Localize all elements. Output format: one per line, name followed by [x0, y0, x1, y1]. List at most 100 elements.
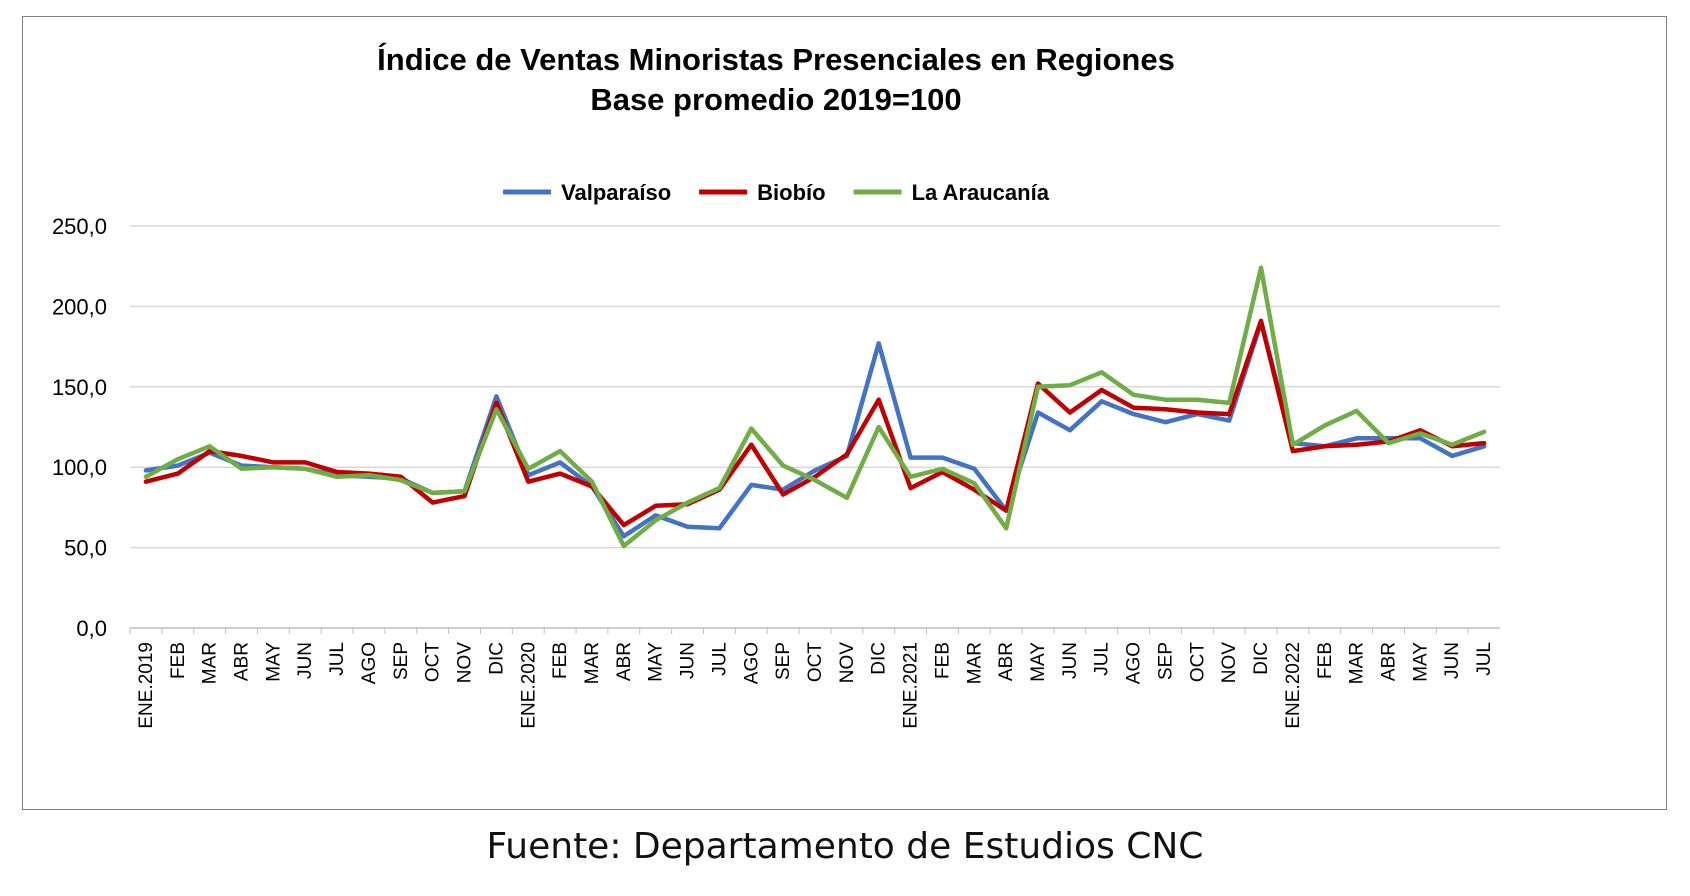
data-point [1099, 399, 1104, 404]
x-tick-label: JUN [1442, 642, 1463, 679]
data-point [494, 407, 499, 412]
data-point [653, 503, 658, 508]
data-point [303, 466, 308, 471]
source-note: Fuente: Departamento de Estudios CNC [486, 826, 1204, 867]
x-tick-label: JUL [1092, 642, 1113, 676]
data-point [366, 473, 371, 478]
data-point [1386, 441, 1391, 446]
x-tick-label: SEP [1155, 642, 1176, 680]
data-point [526, 466, 531, 471]
data-point [1067, 428, 1072, 433]
x-tick-label: ENE.2022 [1283, 642, 1304, 729]
x-tick-label: MAY [646, 642, 667, 682]
data-point [1418, 428, 1423, 433]
data-point [1418, 436, 1423, 441]
data-point [1354, 436, 1359, 441]
x-tick-label: AGO [359, 642, 380, 684]
data-point [1099, 388, 1104, 393]
data-point [175, 463, 180, 468]
x-tick-label: DIC [1251, 642, 1272, 675]
data-point [335, 470, 340, 475]
x-tick-label: MAY [263, 642, 284, 682]
x-tick-label: NOV [1219, 642, 1240, 684]
data-point [526, 479, 531, 484]
data-point [653, 518, 658, 523]
data-point [813, 478, 817, 483]
series-0 [143, 320, 1487, 539]
data-point [653, 513, 658, 518]
series-lines [143, 265, 1487, 549]
x-tick-label: AGO [741, 642, 762, 684]
y-axis-ticks: 0,0 50,0 100,0 150,0 200,0 250,0 [52, 214, 107, 641]
data-point [175, 457, 180, 462]
y-tick-label: 50,0 [64, 536, 107, 561]
data-point [940, 455, 945, 460]
data-point [781, 492, 786, 497]
chart-frame [22, 16, 1667, 810]
data-point [717, 486, 722, 491]
chart-title: Índice de Ventas Minoristas Presenciales… [377, 42, 1175, 77]
gridlines [130, 225, 1500, 629]
data-point [175, 471, 180, 476]
data-point [558, 471, 563, 476]
data-point [1131, 412, 1136, 417]
x-tick-label: MAR [200, 642, 221, 684]
x-tick-label: FEB [1315, 642, 1336, 679]
x-tick-label: MAY [1028, 642, 1049, 682]
data-point [1322, 423, 1327, 428]
legend-label: Biobío [757, 180, 825, 205]
chart-subtitle: Base promedio 2019=100 [590, 82, 961, 117]
data-point [749, 426, 754, 431]
data-point [1450, 453, 1455, 458]
x-tick-label: MAY [1410, 642, 1431, 682]
x-tick-label: JUN [295, 642, 316, 679]
x-axis-ticks: ENE.2019 FEB MAR ABR MAY JUN JUL AGO SEP OCT NOV DI… [129, 628, 1495, 729]
data-point [908, 486, 913, 491]
data-point [335, 474, 340, 479]
series-line [143, 318, 1487, 528]
data-point [1131, 405, 1136, 410]
data-point [1067, 410, 1072, 415]
legend-label: La Araucanía [912, 180, 1050, 205]
data-point [558, 449, 563, 454]
data-point [876, 425, 881, 429]
y-tick-label: 100,0 [52, 455, 107, 480]
data-point [908, 455, 913, 460]
x-tick-label: JUN [1060, 642, 1081, 679]
x-tick-label: SEP [391, 642, 412, 680]
x-tick-label: ABR [614, 642, 635, 681]
data-point [1004, 508, 1009, 513]
x-tick-label: FEB [550, 642, 571, 679]
data-point [462, 489, 467, 494]
data-point [1036, 410, 1041, 415]
x-tick-label: FEB [168, 642, 189, 679]
data-point [1418, 431, 1423, 436]
data-point [1450, 442, 1455, 447]
data-point [494, 394, 499, 399]
data-point [1163, 407, 1168, 412]
data-point [908, 474, 913, 479]
series-line [143, 320, 1487, 539]
data-point [1195, 410, 1200, 415]
data-point [1482, 429, 1487, 434]
data-point [972, 487, 977, 492]
data-point [558, 460, 563, 465]
data-point [303, 460, 308, 465]
x-tick-label: FEB [932, 642, 953, 679]
x-tick-label: ENE.2020 [518, 642, 539, 729]
data-point [844, 452, 849, 457]
x-tick-label: MAR [964, 642, 985, 684]
x-tick-label: ABR [1378, 642, 1399, 681]
x-tick-label: SEP [773, 642, 794, 680]
data-point [844, 495, 849, 500]
y-tick-label: 150,0 [52, 375, 107, 400]
x-tick-label: AGO [1124, 642, 1145, 684]
data-point [972, 481, 977, 486]
data-point [813, 468, 817, 473]
data-point [462, 494, 467, 499]
data-point [940, 466, 945, 471]
data-point [717, 526, 722, 531]
data-point [621, 534, 626, 539]
y-tick-label: 0,0 [76, 616, 107, 641]
